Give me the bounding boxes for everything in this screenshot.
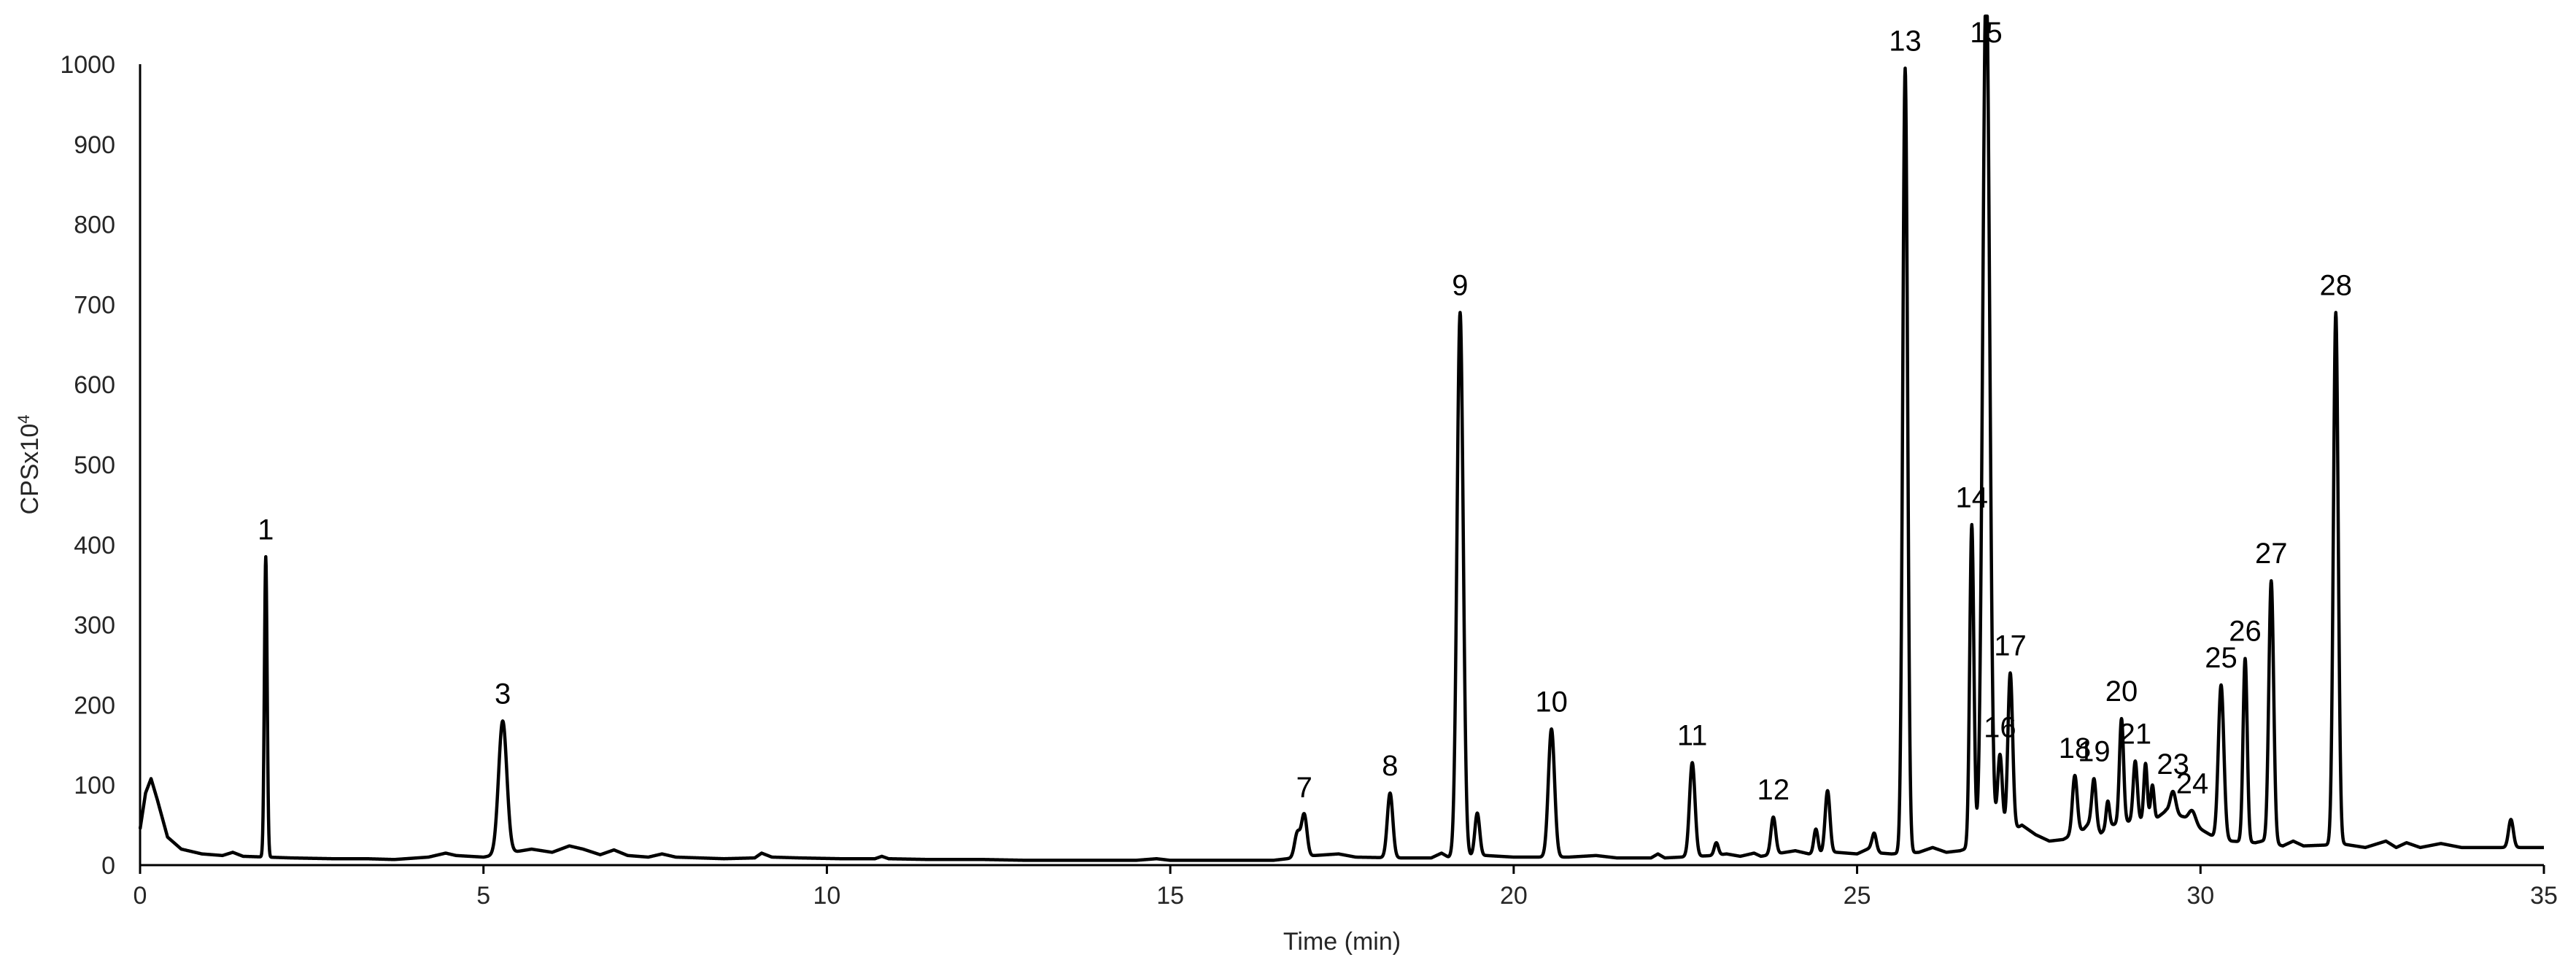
peak-label: 17 xyxy=(1994,630,2027,662)
x-tick-label: 20 xyxy=(1500,882,1528,910)
y-tick-label: 600 xyxy=(74,371,115,399)
y-tick-label: 100 xyxy=(74,772,115,799)
y-tick-label: 800 xyxy=(74,212,115,239)
peak-label: 8 xyxy=(1382,750,1398,782)
x-tick-label: 15 xyxy=(1156,882,1184,910)
x-tick-label: 25 xyxy=(1844,882,1871,910)
peak-label: 27 xyxy=(2255,538,2288,570)
chromatogram-series xyxy=(139,14,2545,862)
peak-labels: 1378910111213141516171819202123242526272… xyxy=(258,17,2352,806)
peak-label: 10 xyxy=(1535,686,1568,718)
x-axis-ticks: 0 5 10 15 20 25 30 35 xyxy=(134,865,2558,910)
y-tick-label: 900 xyxy=(74,131,115,159)
x-tick-label: 30 xyxy=(2186,882,2214,910)
peak-label: 11 xyxy=(1677,719,1708,751)
x-tick-label: 0 xyxy=(134,882,147,910)
x-tick-label: 5 xyxy=(476,882,490,910)
peak-label: 18 xyxy=(2059,732,2092,764)
peak-label: 21 xyxy=(2119,718,2152,750)
y-tick-label: 0 xyxy=(101,852,115,880)
peak-label: 9 xyxy=(1452,269,1468,301)
y-tick-label: 200 xyxy=(74,692,115,719)
y-axis-title: CPSx104 xyxy=(15,415,44,515)
chromatogram-trace xyxy=(139,14,2545,862)
peak-label: 12 xyxy=(1757,774,1790,806)
peak-label: 24 xyxy=(2176,767,2209,799)
peak-label: 3 xyxy=(495,678,511,710)
peak-label: 26 xyxy=(2229,616,2262,648)
peak-label: 23 xyxy=(2157,748,2189,781)
peak-label: 13 xyxy=(1889,25,1922,57)
y-axis-title-text: CPSx10 xyxy=(16,424,44,515)
y-tick-label: 700 xyxy=(74,291,115,319)
y-tick-label: 500 xyxy=(74,452,115,479)
x-tick-label: 35 xyxy=(2530,882,2558,910)
peak-label: 1 xyxy=(258,514,274,546)
peak-label: 15 xyxy=(1970,17,2003,49)
peak-label: 14 xyxy=(1956,481,1989,514)
y-tick-label: 400 xyxy=(74,532,115,559)
x-axis-title: Time (min) xyxy=(1283,928,1401,956)
peak-label: 28 xyxy=(2319,269,2352,301)
peak-label: 25 xyxy=(2205,642,2237,674)
y-axis-ticks: 0 100 200 300 400 500 600 700 800 900 1000 xyxy=(60,51,115,880)
peak-label: 16 xyxy=(1984,711,2016,743)
peak-label: 20 xyxy=(2105,675,2138,708)
x-tick-label: 10 xyxy=(813,882,841,910)
peak-label: 7 xyxy=(1296,772,1312,804)
y-tick-label: 1000 xyxy=(60,51,115,79)
y-tick-label: 300 xyxy=(74,612,115,640)
peak-label: 19 xyxy=(2078,735,2111,767)
y-axis-title-exponent: 4 xyxy=(15,415,33,424)
axes: 0 5 10 15 20 25 30 35 0 100 200 300 400 500 600 700 800… xyxy=(15,51,2558,956)
